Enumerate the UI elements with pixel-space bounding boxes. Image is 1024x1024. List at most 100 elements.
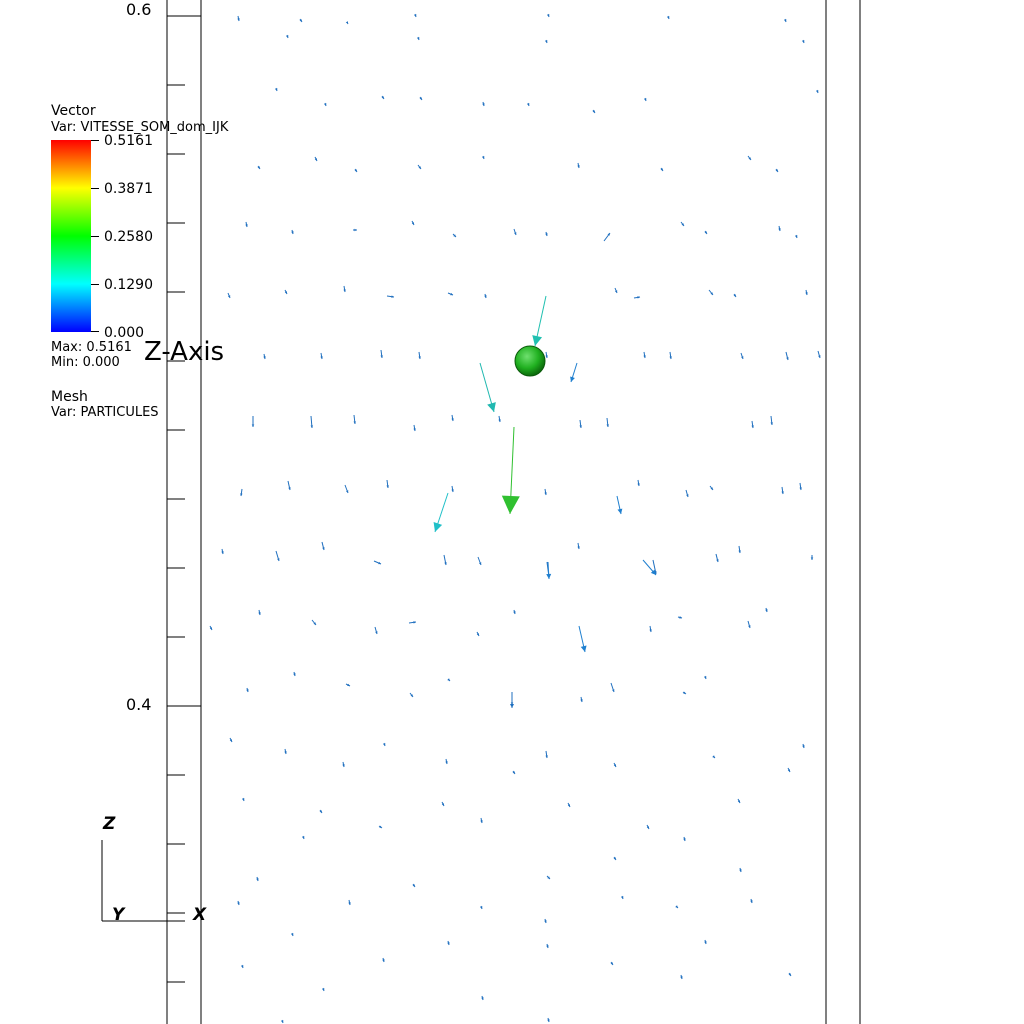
vector-arrow bbox=[739, 867, 742, 873]
vector-arrow bbox=[616, 495, 623, 515]
vector-arrow bbox=[784, 18, 787, 23]
vector-arrow bbox=[381, 95, 385, 100]
axis-ticks bbox=[167, 15, 201, 983]
vector-arrow bbox=[747, 155, 752, 161]
vector-arrow bbox=[419, 96, 423, 101]
vector-arrow bbox=[319, 809, 323, 814]
vector-arrow bbox=[592, 109, 596, 114]
vector-arrow bbox=[293, 671, 296, 677]
vector-arrow bbox=[445, 758, 448, 765]
vector-arrow bbox=[680, 221, 685, 227]
vector-arrow bbox=[310, 415, 314, 429]
vector-arrow bbox=[781, 486, 784, 495]
vector-arrow bbox=[737, 798, 741, 804]
vector-arrow bbox=[649, 625, 652, 633]
vector-arrow bbox=[765, 607, 768, 613]
vector-arrow bbox=[544, 488, 547, 496]
vector-arrow bbox=[452, 233, 457, 238]
vector-arrow bbox=[501, 426, 520, 515]
vector-arrow bbox=[321, 541, 325, 551]
vector-arrow bbox=[787, 767, 791, 773]
vector-arrow bbox=[246, 687, 249, 693]
vector-arrow bbox=[482, 155, 485, 160]
vector-arrow bbox=[447, 678, 451, 682]
colorbar bbox=[51, 140, 91, 332]
vector-arrow bbox=[527, 102, 530, 107]
vector-arrow bbox=[817, 350, 821, 359]
vector-arrow bbox=[320, 352, 323, 360]
vector-arrow bbox=[345, 683, 351, 687]
vector-arrow bbox=[299, 18, 303, 23]
vector-arrow bbox=[383, 742, 386, 747]
vector-arrow bbox=[443, 554, 447, 566]
vector-arrow bbox=[610, 961, 614, 966]
vector-arrow bbox=[302, 835, 305, 840]
vector-arrow bbox=[512, 770, 516, 775]
vector-arrow bbox=[675, 905, 679, 909]
vector-arrow bbox=[751, 420, 754, 429]
vector-arrow bbox=[479, 362, 496, 413]
vector-arrow bbox=[740, 352, 744, 360]
vector-arrow bbox=[311, 619, 317, 626]
vector-arrow bbox=[256, 876, 259, 882]
vector-arrow bbox=[788, 972, 792, 977]
vector-arrow bbox=[805, 289, 808, 296]
particle bbox=[514, 345, 546, 377]
vector-arrows bbox=[209, 13, 821, 1024]
vector-arrow bbox=[775, 168, 779, 173]
vector-arrow bbox=[802, 743, 805, 749]
vector-arrow bbox=[633, 296, 641, 299]
vector-arrow bbox=[284, 748, 287, 755]
vector-arrow bbox=[712, 755, 716, 759]
vector-max-value: Max: 0.5161 bbox=[51, 340, 132, 355]
axis-triad bbox=[101, 840, 185, 922]
vector-arrow bbox=[386, 479, 389, 489]
vector-arrow bbox=[477, 556, 482, 566]
vector-arrow bbox=[545, 231, 548, 237]
vector-arrow bbox=[613, 856, 617, 861]
colorbar-label-max: 0.5161 bbox=[104, 133, 153, 149]
vector-arrow bbox=[545, 351, 548, 359]
vector-arrow bbox=[546, 561, 552, 580]
vector-arrow bbox=[354, 168, 358, 173]
vector-arrow bbox=[451, 414, 454, 422]
vector-arrow bbox=[418, 351, 421, 360]
vector-arrow bbox=[733, 293, 737, 298]
vector-arrow bbox=[682, 691, 687, 695]
triad-y-label: Y bbox=[112, 905, 125, 925]
vector-arrow bbox=[287, 480, 291, 491]
triad-x-label: X bbox=[193, 905, 207, 925]
vector-arrow bbox=[577, 162, 580, 169]
vector-arrow bbox=[324, 102, 327, 107]
vector-arrow bbox=[263, 353, 266, 360]
vector-arrow bbox=[750, 898, 753, 904]
vector-arrow bbox=[284, 289, 288, 295]
vector-arrow bbox=[644, 97, 647, 102]
vector-arrow bbox=[482, 101, 485, 107]
triad-z-label: Z bbox=[103, 814, 116, 834]
vector-arrow bbox=[275, 87, 278, 92]
vector-arrow bbox=[810, 555, 814, 560]
vector-arrow bbox=[795, 234, 798, 239]
vector-arrow bbox=[291, 932, 294, 937]
vector-arrow bbox=[257, 165, 261, 170]
vector-arrow bbox=[778, 225, 781, 232]
vector-arrow bbox=[578, 625, 587, 653]
vector-arrow bbox=[637, 479, 640, 487]
vector-arrow bbox=[373, 560, 382, 565]
vector-arrow bbox=[481, 995, 484, 1001]
vector-arrow bbox=[484, 293, 487, 299]
vector-arrow bbox=[275, 550, 280, 562]
vector-min-value: Min: 0.000 bbox=[51, 355, 120, 370]
vector-arrow bbox=[513, 228, 517, 236]
vector-arrow bbox=[412, 883, 416, 888]
vector-arrow bbox=[621, 895, 624, 900]
vector-arrow bbox=[709, 485, 714, 491]
vector-arrow bbox=[704, 939, 707, 945]
vector-arrow bbox=[343, 285, 346, 293]
vector-arrow bbox=[680, 974, 683, 980]
vector-arrow bbox=[683, 836, 686, 842]
vector-arrow bbox=[237, 900, 240, 906]
vector-arrow bbox=[314, 156, 318, 162]
